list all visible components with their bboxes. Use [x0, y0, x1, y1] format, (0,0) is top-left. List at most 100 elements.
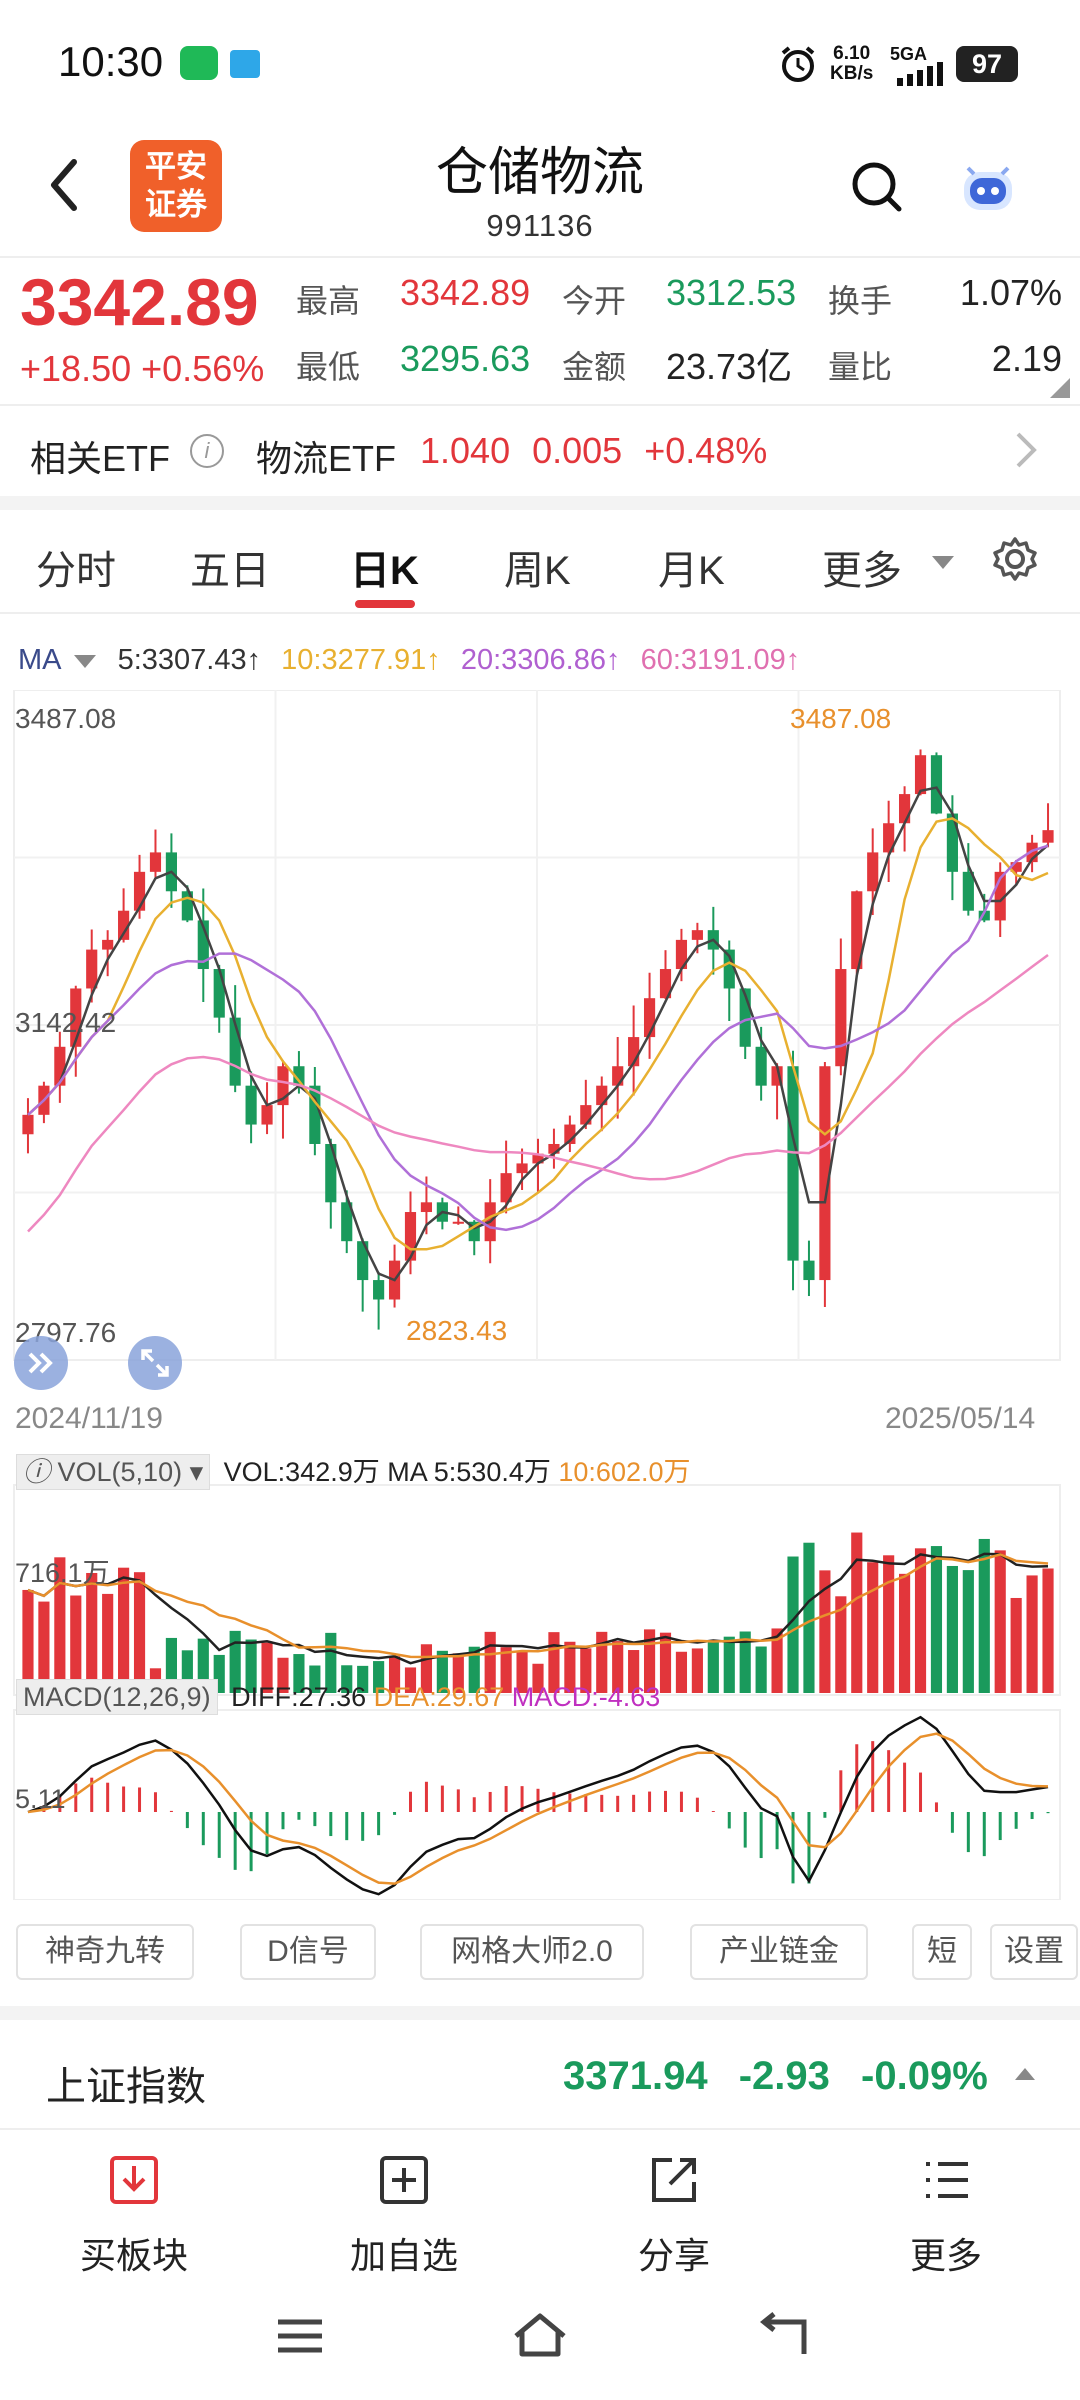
chevron-right-icon[interactable] [1010, 428, 1040, 472]
battery-indicator: 97 [956, 46, 1018, 82]
tab-more[interactable]: 更多 [822, 549, 902, 593]
candle-body [293, 1066, 305, 1086]
tool-settings[interactable]: 设置 [990, 1924, 1078, 1980]
add-watchlist-button[interactable]: 加自选 [314, 2150, 494, 2279]
home-icon[interactable] [510, 2310, 570, 2362]
volume-bar [500, 1647, 512, 1693]
status-bar: 10:30 6.10 KB/s 5GA 97 [0, 0, 1080, 120]
volume-bar [38, 1601, 50, 1693]
candle-body [118, 910, 130, 940]
section-divider [0, 2006, 1080, 2020]
volume-bar [357, 1665, 369, 1693]
macd-legend[interactable]: MACD(12,26,9) DIFF:27.36 DEA:29.67 MACD:… [16, 1679, 660, 1715]
volume-bar [404, 1667, 417, 1693]
volume-bar [436, 1650, 448, 1693]
index-ticker[interactable] [0, 2024, 1080, 2124]
tab-weekly-k[interactable]: 周K [504, 549, 571, 593]
back-nav-icon[interactable] [752, 2310, 812, 2362]
info-icon[interactable]: i [190, 434, 224, 468]
chevron-up-icon[interactable] [1015, 2068, 1035, 2080]
volume-ratio-value: 2.19 [991, 338, 1062, 379]
index-name[interactable]: 上证指数 [46, 2065, 206, 2109]
tool-magic-nine[interactable]: 神奇九转 [16, 1924, 194, 1980]
volume-legend[interactable]: ⓘ VOL(5,10) ▾ VOL:342.9万 MA 5:530.4万 10:… [16, 1450, 691, 1490]
search-icon[interactable] [848, 158, 904, 214]
candle-body [500, 1173, 512, 1203]
candle-body [197, 920, 209, 970]
volume-bar [580, 1648, 592, 1693]
menu-list-icon [926, 2162, 968, 2198]
share-button[interactable]: 分享 [584, 2150, 764, 2279]
tab-monthly-k[interactable]: 月K [658, 549, 725, 593]
candle-body [149, 852, 162, 872]
tab-daily-k[interactable]: 日K [350, 549, 419, 593]
macd-axis-label: 5.11 [15, 1784, 66, 1814]
volume-bar [867, 1562, 879, 1693]
candle-body [102, 939, 114, 950]
candle-body [803, 1260, 815, 1281]
volume-bar [930, 1546, 943, 1693]
volume-bar [197, 1638, 209, 1693]
price-change: +18.50 +0.56% [20, 348, 265, 389]
k-line-chart[interactable]: 3487.08 3142.42 2797.76 3487.08 2823.43 … [0, 690, 1080, 1900]
macd-indicator-tag[interactable]: MACD(12,26,9) [16, 1679, 218, 1715]
volume-ma10-line [27, 1553, 1049, 1659]
tab-five-day[interactable]: 五日 [190, 549, 270, 593]
volume-bar [54, 1557, 66, 1693]
volume-bar [564, 1641, 576, 1693]
volume-bar [914, 1548, 927, 1693]
low-value: 3295.63 [400, 338, 531, 379]
volume-bar [883, 1555, 895, 1693]
amount-value: 23.73亿 [666, 346, 793, 387]
etf-name[interactable]: 物流ETF [256, 438, 396, 479]
ma5-value: 5:3307.43↑ [117, 644, 262, 676]
ai-assistant-robot-icon[interactable] [958, 160, 1018, 216]
buy-sector-button[interactable]: 买板块 [44, 2150, 224, 2279]
candle-body [325, 1143, 337, 1203]
volume-bar [516, 1651, 528, 1693]
page-title: 仓储物流 [435, 144, 644, 202]
tab-intraday[interactable]: 分时 [36, 549, 116, 593]
candle-body [675, 939, 688, 970]
chevron-down-icon[interactable] [932, 556, 954, 569]
candle-body [946, 813, 958, 872]
related-etf-label: 相关ETF [30, 438, 170, 479]
volume-bar [962, 1570, 974, 1693]
volume-indicator-tag[interactable]: ⓘ VOL(5,10) ▾ [16, 1454, 211, 1490]
expand-left-icon[interactable] [14, 1336, 68, 1390]
volume-bar [293, 1654, 305, 1693]
candle-body [245, 1085, 257, 1125]
ma-label[interactable]: MA [18, 644, 62, 676]
macd-dea: DEA:29.67 [373, 1682, 505, 1712]
volume-bar [691, 1648, 703, 1693]
tool-industry-chain[interactable]: 产业链金 [690, 1924, 868, 1980]
candle-body [643, 998, 656, 1038]
alarm-icon [781, 46, 815, 82]
open-label: 今开 [562, 283, 627, 319]
gear-icon[interactable] [992, 536, 1038, 582]
chevron-down-icon[interactable] [73, 654, 96, 668]
ma-legend[interactable]: MA 5:3307.43↑ 10:3277.91↑ 20:3306.86↑ 60… [18, 644, 812, 677]
volume-bar [341, 1665, 353, 1693]
current-price: 3342.89 [20, 265, 259, 339]
fullscreen-icon[interactable] [128, 1336, 182, 1390]
more-button[interactable]: 更多 [856, 2150, 1036, 2279]
candle-body [420, 1202, 433, 1213]
expand-corner-icon[interactable] [1050, 378, 1070, 398]
candle-body [851, 891, 863, 970]
candle-body [883, 823, 895, 853]
recent-apps-icon[interactable] [270, 2310, 330, 2362]
tool-grid-master[interactable]: 网格大师2.0 [420, 1924, 644, 1980]
download-icon [110, 2156, 158, 2204]
tool-short[interactable]: 短 [912, 1924, 972, 1980]
back-arrow-icon[interactable] [40, 150, 90, 220]
ma10-value: 10:3277.91↑ [281, 644, 441, 676]
volume-bar [643, 1629, 656, 1693]
tool-d-signal[interactable]: D信号 [240, 1924, 376, 1980]
candle-body [596, 1085, 608, 1106]
candle-body [580, 1105, 592, 1125]
volume-ma5-line [27, 1552, 1049, 1665]
volume-bar [229, 1630, 241, 1693]
candle-body [181, 891, 193, 921]
candle-body [723, 949, 735, 989]
